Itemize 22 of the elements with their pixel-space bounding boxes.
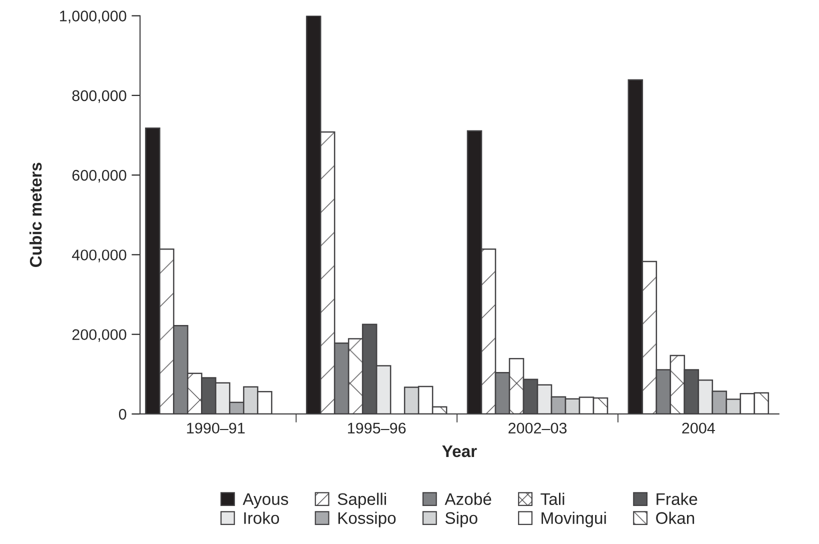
y-tick-label: 800,000: [72, 90, 126, 103]
legend-label: Tali: [540, 492, 564, 506]
legend-label: Sapelli: [338, 492, 386, 508]
y-tick-label: 1,000,000: [60, 10, 126, 24]
legend-label: Sipo: [445, 512, 478, 528]
x-tick-label: 1990–91: [187, 422, 245, 434]
y-tick-label: 0: [118, 408, 126, 420]
y-tick-label: 400,000: [72, 250, 126, 262]
legend-label: Frake: [656, 492, 698, 506]
legend-label: Iroko: [244, 512, 280, 524]
legend-label: Kossipo: [338, 512, 396, 528]
x-axis-title: Year: [442, 446, 477, 458]
x-tick-label: 2002–03: [508, 422, 567, 434]
legend-label: Okan: [656, 512, 694, 524]
legend-label: Azobé: [444, 492, 492, 506]
y-tick-label: 200,000: [72, 329, 126, 342]
x-tick-label: 2004: [682, 422, 715, 434]
legend-label: Ayous: [242, 493, 288, 508]
x-tick-label: 1995–96: [348, 422, 406, 434]
y-tick-label: 600,000: [72, 170, 126, 183]
legend-label: Movingui: [542, 512, 606, 528]
y-axis-title: Cubic meters: [29, 162, 42, 267]
